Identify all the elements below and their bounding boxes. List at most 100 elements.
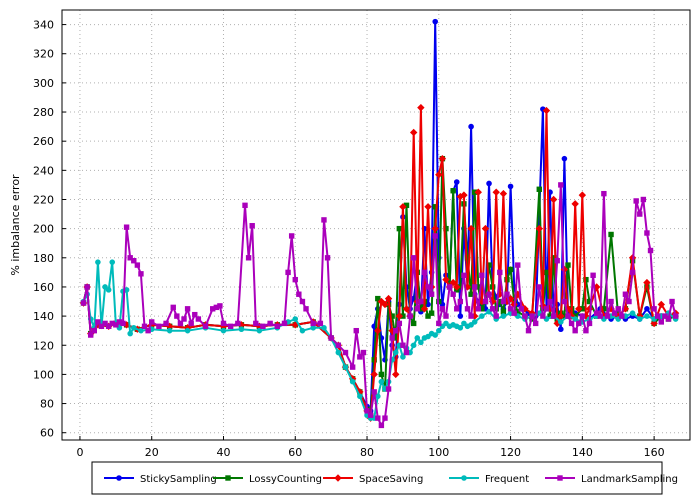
data-point-landmarksampling	[281, 320, 288, 327]
data-point-landmarksampling	[84, 284, 90, 290]
data-point-landmarksampling	[550, 313, 557, 319]
data-point-landmarksampling	[637, 211, 643, 217]
x-tick-label: 100	[428, 446, 449, 459]
y-tick-label: 160	[33, 281, 54, 294]
y-tick-label: 320	[33, 48, 54, 61]
legend-label: StickySampling	[140, 474, 217, 485]
data-point-lossycounting	[425, 313, 431, 319]
data-point-landmarksampling	[364, 408, 370, 414]
data-point-landmarksampling	[454, 306, 460, 312]
data-point-landmarksampling	[360, 349, 367, 356]
x-tick-label: 40	[216, 446, 230, 459]
data-point-landmarksampling	[141, 323, 148, 330]
data-point-landmarksampling	[321, 217, 327, 223]
data-point-landmarksampling	[378, 422, 385, 429]
data-point-landmarksampling	[640, 196, 647, 203]
data-point-frequent	[321, 324, 327, 331]
data-point-lossycounting	[608, 231, 614, 238]
data-point-landmarksampling	[249, 223, 255, 229]
data-point-frequent	[644, 313, 650, 319]
data-point-landmarksampling	[353, 327, 359, 334]
data-point-landmarksampling	[317, 320, 324, 327]
x-tick-label: 60	[288, 446, 302, 459]
x-tick-label: 80	[360, 446, 374, 459]
data-point-spacesaving	[442, 275, 450, 284]
data-point-landmarksampling	[532, 320, 539, 327]
data-point-landmarksampling	[156, 323, 162, 330]
data-point-landmarksampling	[220, 320, 227, 327]
data-point-frequent	[443, 320, 449, 327]
data-point-landmarksampling	[357, 354, 363, 360]
data-point-landmarksampling	[486, 291, 492, 297]
data-point-landmarksampling	[145, 327, 151, 334]
data-point-landmarksampling	[217, 303, 223, 309]
y-tick-label: 200	[33, 223, 54, 236]
data-point-landmarksampling	[88, 332, 94, 338]
data-point-landmarksampling	[428, 291, 435, 297]
data-point-spacesaving	[481, 224, 490, 233]
data-point-frequent	[378, 378, 385, 385]
data-point-landmarksampling	[579, 313, 586, 319]
data-point-landmarksampling	[253, 320, 259, 327]
data-point-frequent	[425, 333, 431, 340]
data-point-landmarksampling	[536, 284, 542, 290]
data-point-spacesaving	[409, 128, 418, 137]
data-point-frequent	[558, 319, 564, 325]
data-point-landmarksampling	[561, 298, 568, 305]
data-point-lossycounting	[565, 262, 571, 268]
data-point-spacesaving	[381, 300, 389, 309]
data-point-landmarksampling	[403, 349, 410, 356]
data-point-landmarksampling	[590, 272, 596, 278]
data-point-landmarksampling	[245, 255, 252, 261]
data-point-landmarksampling	[497, 269, 503, 276]
data-point-landmarksampling	[170, 304, 176, 311]
data-point-frequent	[500, 313, 507, 319]
data-point-landmarksampling	[418, 298, 424, 305]
legend-item-lossycounting: LossyCounting	[213, 474, 322, 485]
data-point-spacesaving	[438, 154, 447, 163]
data-point-landmarksampling	[163, 320, 169, 327]
data-point-landmarksampling	[611, 310, 618, 316]
data-point-landmarksampling	[174, 313, 180, 319]
data-point-landmarksampling	[177, 320, 184, 327]
legend-label: SpaceSaving	[359, 474, 423, 485]
data-point-landmarksampling	[303, 306, 309, 312]
data-point-landmarksampling	[482, 298, 489, 305]
data-point-landmarksampling	[554, 258, 560, 264]
data-point-landmarksampling	[651, 306, 657, 312]
data-point-stickysampling	[507, 183, 514, 190]
data-point-landmarksampling	[489, 306, 496, 312]
data-point-frequent	[410, 342, 417, 349]
x-tick-label: 20	[145, 446, 159, 459]
y-axis-title: % imbalance error	[9, 174, 22, 276]
data-point-landmarksampling	[543, 306, 550, 312]
data-point-landmarksampling	[572, 327, 578, 334]
data-point-landmarksampling	[436, 320, 442, 327]
data-point-landmarksampling	[479, 272, 485, 278]
data-point-landmarksampling	[629, 269, 636, 276]
data-point-stickysampling	[432, 18, 439, 25]
data-point-landmarksampling	[80, 300, 87, 306]
data-point-landmarksampling	[396, 320, 403, 327]
data-point-landmarksampling	[471, 284, 478, 290]
data-point-landmarksampling	[335, 342, 342, 348]
legend-marker	[557, 475, 563, 481]
data-point-spacesaving	[402, 305, 411, 313]
data-point-landmarksampling	[296, 291, 302, 297]
data-point-frequent	[184, 327, 191, 334]
data-point-stickysampling	[468, 123, 474, 130]
data-point-landmarksampling	[615, 306, 621, 312]
data-point-frequent	[418, 339, 424, 346]
data-point-landmarksampling	[274, 323, 281, 330]
data-point-spacesaving	[557, 312, 565, 320]
y-tick-label: 100	[33, 368, 54, 381]
data-point-landmarksampling	[95, 319, 101, 325]
data-point-frequent	[102, 284, 108, 290]
series-area	[79, 18, 680, 429]
data-point-landmarksampling	[195, 316, 202, 322]
data-point-landmarksampling	[407, 313, 413, 319]
data-point-landmarksampling	[547, 298, 553, 305]
data-point-landmarksampling	[658, 319, 664, 325]
data-point-landmarksampling	[511, 310, 517, 316]
data-point-spacesaving	[657, 300, 665, 309]
